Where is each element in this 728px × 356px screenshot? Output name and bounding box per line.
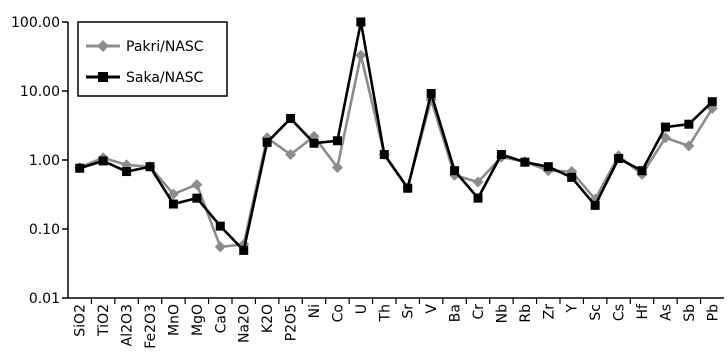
x-tick-label: Al2O3 [120, 304, 136, 346]
x-tick-label: Co [330, 304, 346, 322]
legend: Pakri/NASC Saka/NASC [77, 21, 228, 97]
data-point-saka [75, 163, 85, 173]
legend-marker-saka [98, 72, 108, 82]
series-line-saka [79, 21, 714, 254]
x-tick-label: TiO2 [96, 304, 112, 337]
x-tick-label: Ni [307, 304, 323, 318]
y-tick-label: 100.00 [11, 15, 60, 31]
data-point-saka [262, 137, 272, 147]
x-tick-label: Th [377, 304, 393, 322]
data-point-saka [707, 97, 717, 107]
y-tick-label: 0.01 [29, 291, 60, 307]
data-point-saka [356, 17, 366, 27]
data-point-saka [145, 162, 155, 172]
x-tick-label: MgO [190, 304, 206, 336]
x-tick-label: V [424, 304, 440, 314]
data-point-saka [403, 183, 413, 193]
x-tick-label: Sc [588, 304, 604, 321]
x-tick-label: MnO [166, 304, 182, 336]
data-point-pakri [331, 161, 343, 173]
data-point-saka [192, 193, 202, 203]
data-point-pakri [191, 179, 203, 191]
data-point-pakri [214, 241, 226, 253]
data-point-saka [450, 166, 460, 176]
data-point-saka [379, 150, 389, 160]
data-point-saka [473, 193, 483, 203]
data-point-saka [637, 166, 647, 176]
x-tick-label: Pb [705, 304, 721, 321]
x-tick-label: Y [565, 304, 581, 314]
x-tick-label: As [658, 304, 674, 321]
x-tick-label: Fe2O3 [143, 304, 159, 349]
data-point-saka [520, 157, 530, 167]
y-tick-label: 10.00 [20, 84, 60, 100]
x-tick-label: Cr [471, 304, 487, 320]
x-tick-label: K2O [260, 304, 276, 333]
data-point-saka [496, 150, 506, 160]
data-point-pakri [285, 149, 297, 161]
data-point-saka [286, 113, 296, 123]
data-point-saka [122, 167, 132, 177]
data-point-saka [426, 88, 436, 98]
data-point-pakri [472, 176, 484, 188]
legend-item-pakri: Pakri/NASC [86, 39, 204, 55]
legend-marker-pakri [97, 40, 109, 52]
data-point-saka [614, 154, 624, 164]
x-tick-label: U [354, 304, 370, 314]
data-point-saka [215, 221, 225, 231]
data-point-saka [590, 200, 600, 210]
data-point-saka [98, 156, 108, 166]
x-tick-label: CaO [213, 304, 229, 333]
legend-box [77, 21, 228, 97]
x-tick-label: Zr [541, 304, 557, 320]
x-tick-label: P2O5 [284, 304, 300, 341]
x-tick-label: Ba [448, 304, 464, 322]
x-tick-label: Cs [612, 304, 628, 321]
data-point-saka [567, 172, 577, 182]
data-point-pakri [355, 49, 367, 61]
y-tick-label: 0.10 [29, 222, 60, 238]
series-layer [74, 17, 718, 255]
x-tick-label: Hf [635, 303, 651, 320]
x-tick-label: Rb [518, 304, 534, 323]
data-point-saka [168, 199, 178, 209]
legend-label-pakri: Pakri/NASC [126, 39, 204, 55]
x-tick-label: Na2O [237, 304, 253, 343]
data-point-pakri [167, 188, 179, 200]
data-point-pakri [683, 140, 695, 152]
x-tick-label: SiO2 [73, 304, 89, 337]
data-point-pakri [659, 132, 671, 144]
data-point-saka [239, 245, 249, 255]
y-tick-label: 1.00 [29, 153, 60, 169]
data-point-saka [660, 122, 670, 132]
axes: 0.01 0.10 1.00 10.00 100.00 SiO2 TiO2 Al2O3 Fe2O… [11, 15, 724, 349]
x-tick-label: Sr [401, 304, 417, 319]
x-tick-label: Nb [494, 304, 510, 323]
data-point-saka [543, 162, 553, 172]
data-point-saka [332, 136, 342, 146]
data-point-saka [309, 138, 319, 148]
x-tick-label: Sb [682, 304, 698, 322]
legend-item-saka: Saka/NASC [86, 70, 204, 86]
data-point-saka [684, 119, 694, 129]
legend-label-saka: Saka/NASC [126, 70, 204, 86]
